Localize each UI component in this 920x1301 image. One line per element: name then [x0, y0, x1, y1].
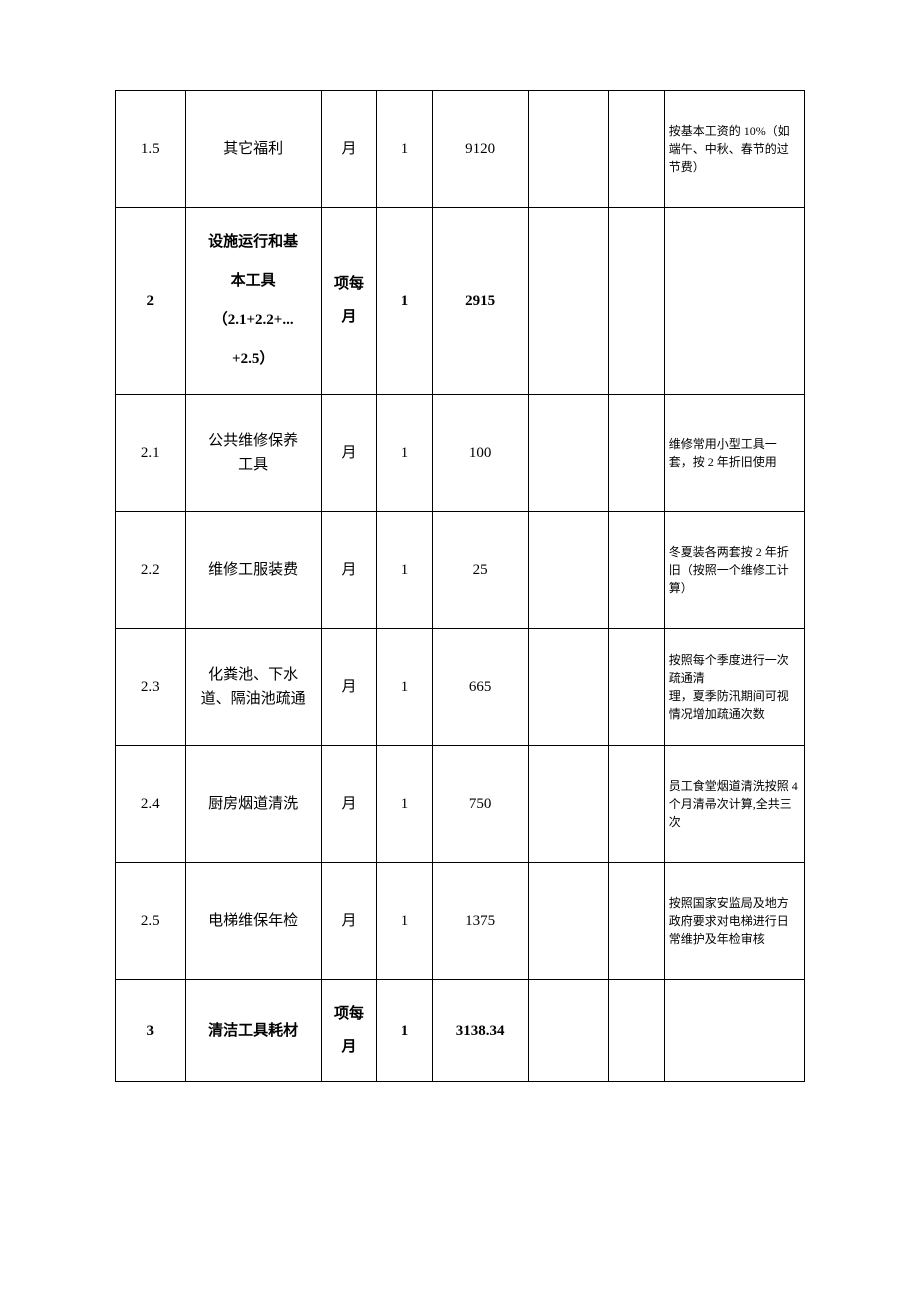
row-unit: 项每月: [321, 980, 376, 1082]
row-qty: 1: [377, 863, 432, 980]
row-unit: 月: [321, 91, 376, 208]
table-row: 2.3化粪池、下水道、隔油池疏通月1665 按照每个季度进行一次疏通清理，夏季防汛…: [116, 629, 805, 746]
row-blank-b: [609, 863, 664, 980]
table-row: 2设施运行和基本工具（2.1+2.2+...+2.5）项每月12915: [116, 208, 805, 395]
table-row: 1.5其它福利月19120 按基本工资的 10%（如端午、中秋、春节的过节费）: [116, 91, 805, 208]
row-unit: 项每月: [321, 208, 376, 395]
row-index: 1.5: [116, 91, 186, 208]
document-page: 1.5其它福利月19120按基本工资的 10%（如端午、中秋、春节的过节费）2设…: [0, 0, 920, 1162]
row-note: [664, 980, 804, 1082]
row-unit: 月: [321, 746, 376, 863]
row-blank-b: [609, 208, 664, 395]
row-price: 3138.34: [432, 980, 528, 1082]
row-price: 2915: [432, 208, 528, 395]
row-name: 化粪池、下水道、隔油池疏通: [185, 629, 321, 746]
row-note: 冬夏装各两套按 2 年折旧（按照一个维修工计算）: [664, 512, 804, 629]
row-name: 其它福利: [185, 91, 321, 208]
cost-table-body: 1.5其它福利月19120按基本工资的 10%（如端午、中秋、春节的过节费）2设…: [116, 91, 805, 1082]
row-price: 750: [432, 746, 528, 863]
row-qty: 1: [377, 395, 432, 512]
row-blank-a: [528, 512, 609, 629]
cost-table: 1.5其它福利月19120按基本工资的 10%（如端午、中秋、春节的过节费）2设…: [115, 90, 805, 1082]
table-row: 2.5电梯维保年检月11375 按照国家安监局及地方政府要求对电梯进行日常维护及年…: [116, 863, 805, 980]
row-unit: 月: [321, 629, 376, 746]
row-name: 厨房烟道清洗: [185, 746, 321, 863]
table-row: 2.1公共维修保养工具月1100 维修常用小型工具一套，按 2 年折旧使用: [116, 395, 805, 512]
row-blank-a: [528, 208, 609, 395]
row-blank-b: [609, 629, 664, 746]
row-blank-b: [609, 91, 664, 208]
row-blank-a: [528, 629, 609, 746]
row-qty: 1: [377, 512, 432, 629]
row-note: 按照每个季度进行一次疏通清理，夏季防汛期间可视情况增加疏通次数: [664, 629, 804, 746]
row-index: 2.5: [116, 863, 186, 980]
row-name: 电梯维保年检: [185, 863, 321, 980]
row-name: 维修工服装费: [185, 512, 321, 629]
table-row: 3清洁工具耗材项每月13138.34: [116, 980, 805, 1082]
row-index: 2.2: [116, 512, 186, 629]
row-price: 1375: [432, 863, 528, 980]
row-index: 2.1: [116, 395, 186, 512]
row-name: 公共维修保养工具: [185, 395, 321, 512]
row-note: 员工食堂烟道清洗按照 4 个月清帚次计算,全共三次: [664, 746, 804, 863]
row-blank-b: [609, 395, 664, 512]
row-price: 25: [432, 512, 528, 629]
row-index: 3: [116, 980, 186, 1082]
row-blank-a: [528, 863, 609, 980]
row-price: 9120: [432, 91, 528, 208]
row-index: 2.3: [116, 629, 186, 746]
row-index: 2: [116, 208, 186, 395]
row-name: 设施运行和基本工具（2.1+2.2+...+2.5）: [185, 208, 321, 395]
row-index: 2.4: [116, 746, 186, 863]
row-blank-a: [528, 980, 609, 1082]
row-price: 665: [432, 629, 528, 746]
row-unit: 月: [321, 512, 376, 629]
row-blank-a: [528, 746, 609, 863]
row-blank-a: [528, 395, 609, 512]
row-price: 100: [432, 395, 528, 512]
row-note: 按基本工资的 10%（如端午、中秋、春节的过节费）: [664, 91, 804, 208]
row-name: 清洁工具耗材: [185, 980, 321, 1082]
row-note: 维修常用小型工具一套，按 2 年折旧使用: [664, 395, 804, 512]
row-blank-a: [528, 91, 609, 208]
row-qty: 1: [377, 980, 432, 1082]
row-unit: 月: [321, 395, 376, 512]
row-unit: 月: [321, 863, 376, 980]
row-qty: 1: [377, 91, 432, 208]
row-blank-b: [609, 512, 664, 629]
row-note: [664, 208, 804, 395]
row-qty: 1: [377, 208, 432, 395]
row-qty: 1: [377, 746, 432, 863]
row-blank-b: [609, 746, 664, 863]
row-blank-b: [609, 980, 664, 1082]
row-note: 按照国家安监局及地方政府要求对电梯进行日常维护及年检审核: [664, 863, 804, 980]
table-row: 2.2维修工服装费月125 冬夏装各两套按 2 年折旧（按照一个维修工计算）: [116, 512, 805, 629]
table-row: 2.4厨房烟道清洗月1750 员工食堂烟道清洗按照 4 个月清帚次计算,全共三次: [116, 746, 805, 863]
row-qty: 1: [377, 629, 432, 746]
